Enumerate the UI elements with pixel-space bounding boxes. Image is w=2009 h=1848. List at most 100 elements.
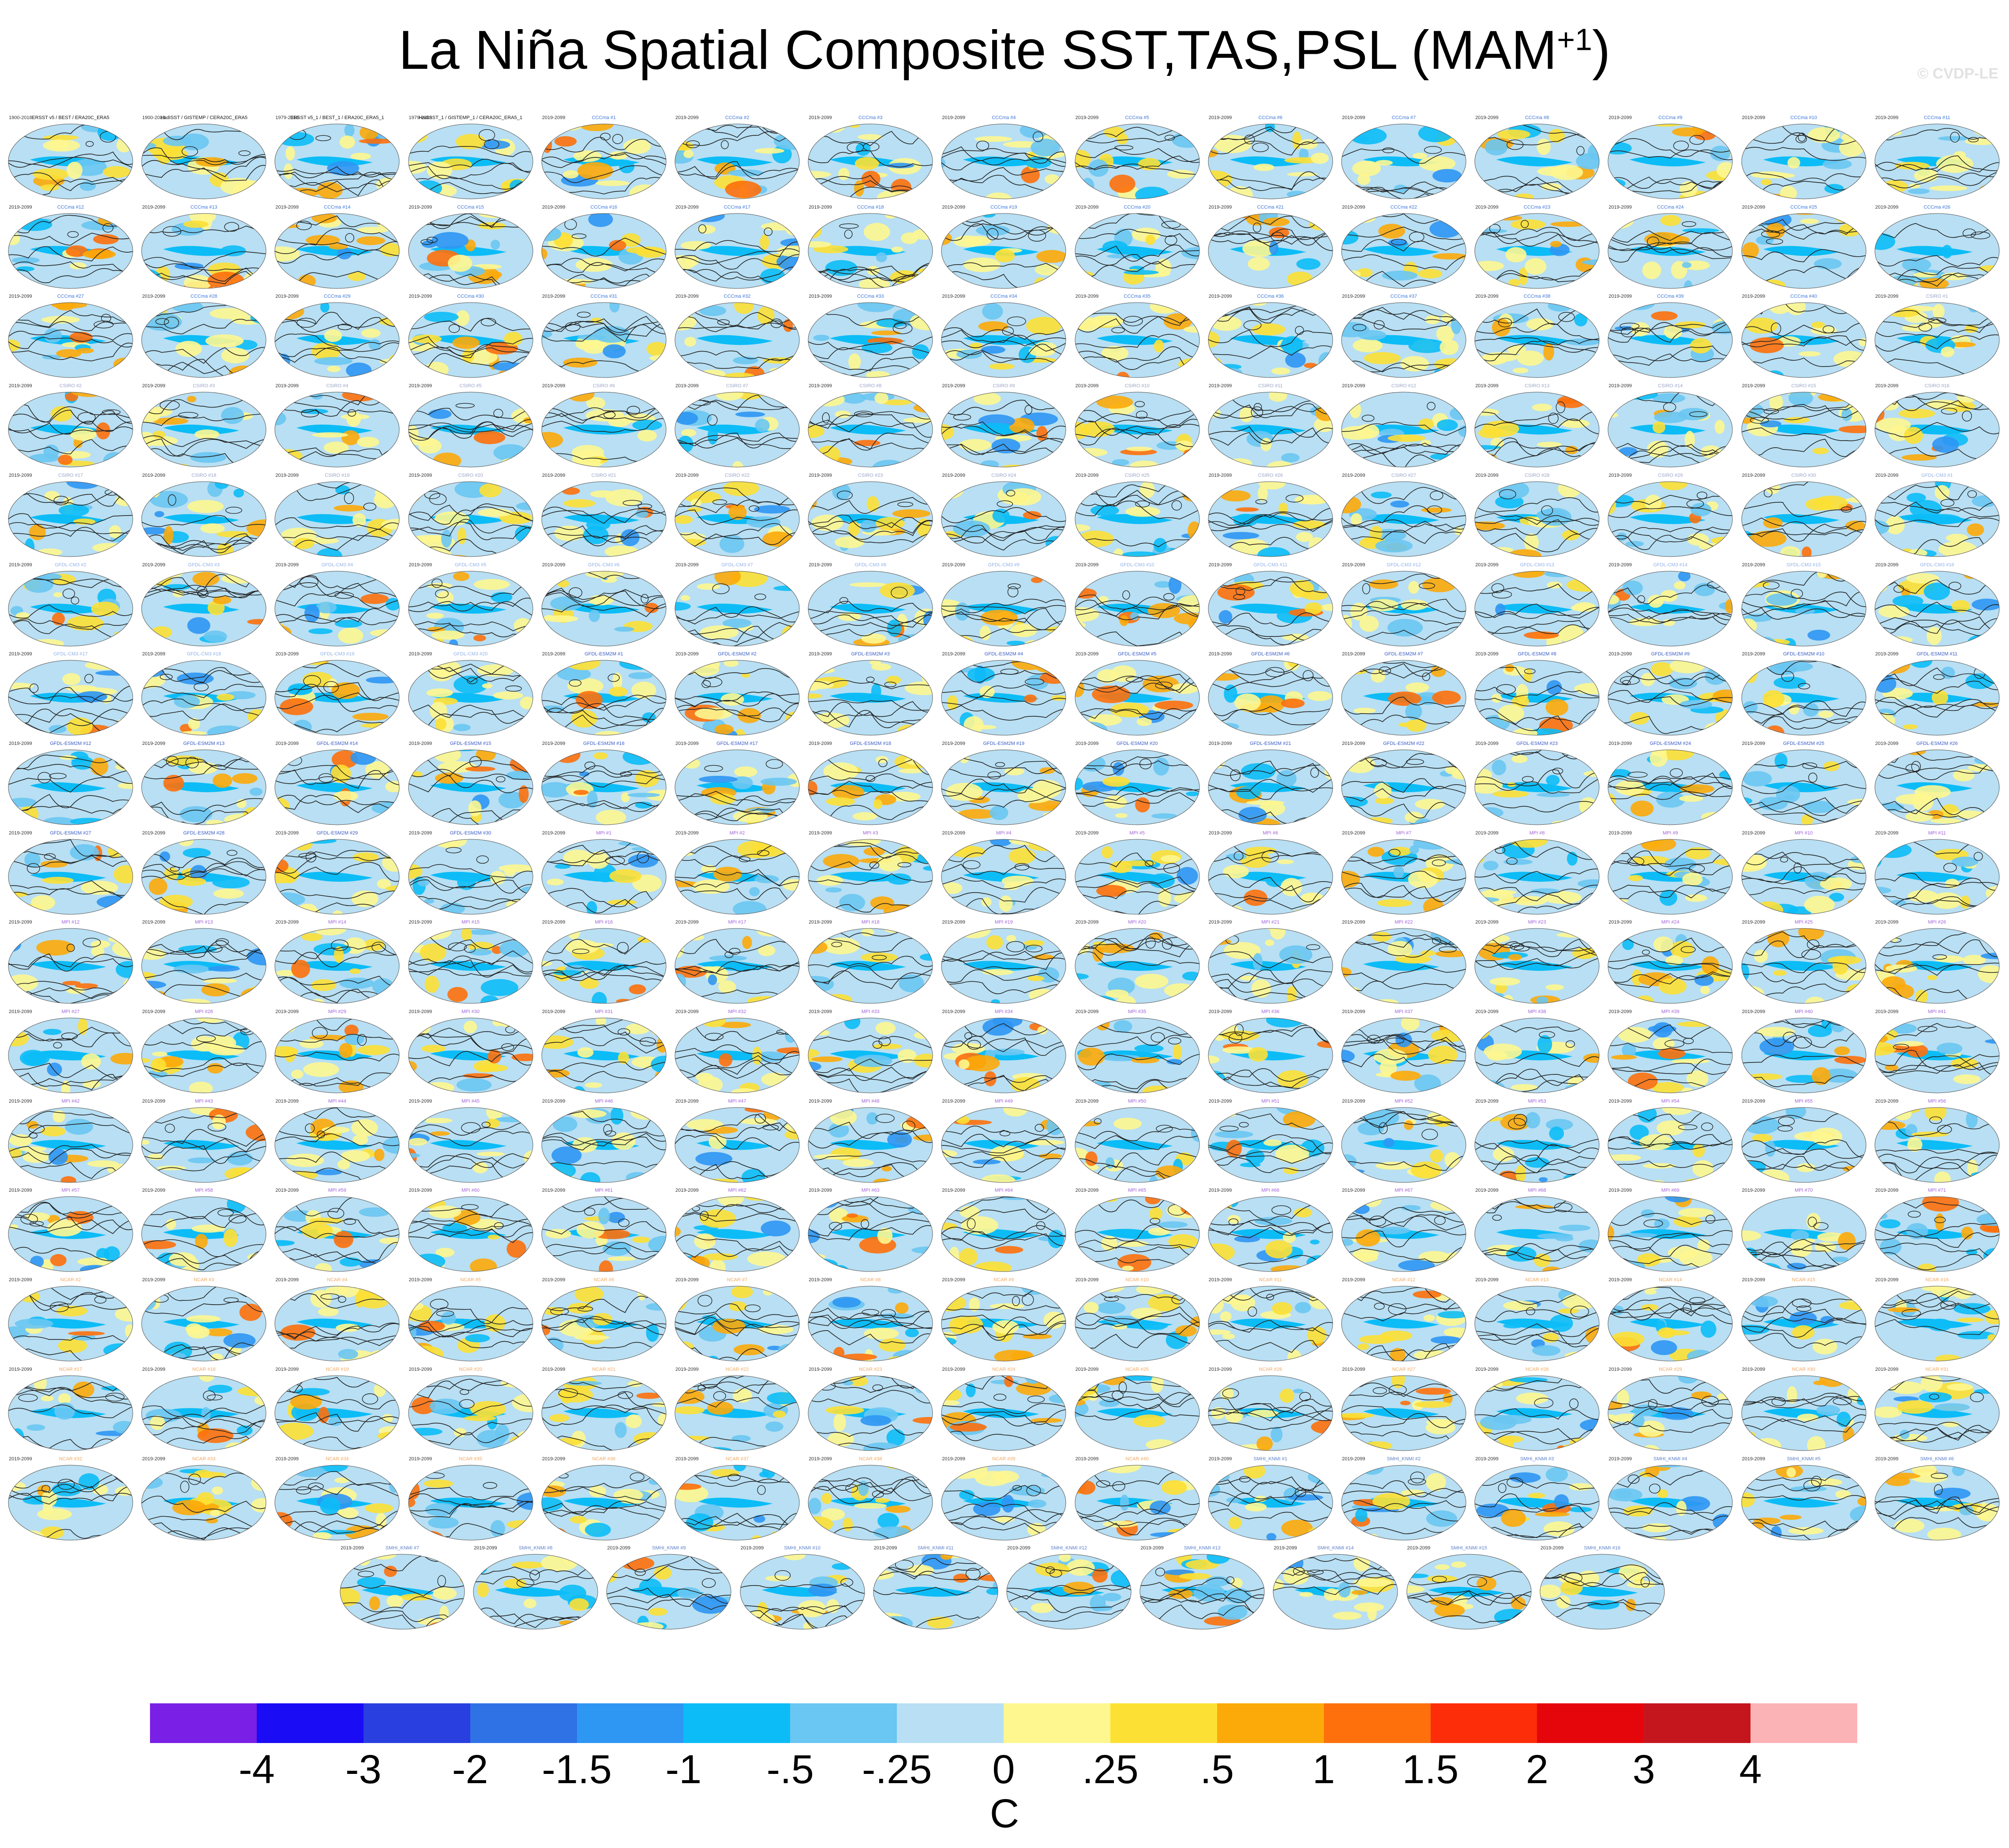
panel-title: CSIRO #22 [724,472,750,478]
globe-map [1741,660,1867,736]
globe-map [1075,1196,1200,1272]
panel-period: 2019-2099 [809,1277,832,1283]
panel-title: NCAR #4 [327,1277,348,1283]
panel-title: GFDL-CM3 #9 [988,562,1020,568]
globe-map [1075,839,1200,915]
composite-panel: 2019-2099 GFDL-ESM2M #11 [1874,651,2001,737]
globe-map [808,123,933,199]
panel-title: NCAR #19 [326,1366,349,1372]
globe-map [1208,481,1333,557]
panel-title: MPI #30 [461,1009,480,1014]
panel-header: 2019-2099 GFDL-ESM2M #11 [1874,651,2001,659]
globe-map [274,481,400,557]
panel-header: 2019-2099 MPI #44 [274,1098,401,1106]
panel-title: CCCma #16 [590,204,618,210]
composite-panel: 2019-2099 GFDL-CM3 #10 [1074,562,1201,647]
panel-header: 2019-2099 CCCma #21 [1207,204,1334,212]
globe-map [1608,302,1733,378]
globe-map [1208,1286,1333,1362]
panel-header: 2019-2099 SMHI_KNMI #6 [1874,1456,2001,1464]
composite-panel: 2019-2099 MPI #23 [1473,919,1600,1005]
composite-panel: 2019-2099 CSIRO #22 [674,472,801,558]
composite-panel: 2019-2099 CCCma #25 [1740,204,1867,290]
panel-header: 2019-2099 GFDL-ESM2M #14 [274,741,401,748]
globe-map [675,1465,800,1540]
composite-panel: 2019-2099 MPI #16 [540,919,667,1005]
globe-map [1874,302,2000,378]
globe-map [941,1375,1066,1451]
globe-map [1075,749,1200,825]
panel-title: GFDL-ESM2M #15 [450,741,491,746]
panel-period: 2019-2099 [1475,562,1499,568]
panel-header: 2019-2099 CSIRO #10 [1074,383,1201,391]
panel-title: SMHI_KNMI #6 [1920,1456,1954,1462]
composite-panel: 2019-2099 MPI #5 [1074,830,1201,916]
globe-map [1273,1554,1398,1630]
panel-title: CSIRO #18 [191,472,217,478]
panel-period: 2019-2099 [1742,741,1765,746]
composite-panel: 2019-2099 CSIRO #8 [807,383,934,468]
panel-header: 2019-2099 NCAR #23 [807,1366,934,1374]
panel-header: 2019-2099 NCAR #34 [274,1456,401,1464]
globe-map [1540,1554,1665,1630]
globe-map [606,1554,731,1630]
panel-period: 2019-2099 [675,1009,699,1014]
globe-map [141,1196,266,1272]
panel-title: NCAR #6 [593,1277,615,1283]
panel-header: 1900-2018 ERSST v5 / BEST / ERA20C_ERA5 [7,115,134,123]
globe-map [1608,571,1733,646]
panel-header: 2019-2099 NCAR #8 [807,1277,934,1285]
panel-period: 2019-2099 [542,1366,566,1372]
globe-map [1075,302,1200,378]
panel-title: MPI #11 [1928,830,1946,836]
globe-map [941,392,1066,468]
panel-period: 2019-2099 [1742,204,1765,210]
panel-title: GFDL-ESM2M #13 [183,741,225,746]
composite-panel: 2019-2099 CCCma #37 [1340,293,1467,379]
panel-title: NCAR #23 [858,1366,882,1372]
panel-header: 2019-2099 GFDL-CM3 #18 [140,651,267,659]
composite-panel: 2019-2099 NCAR #17 [7,1366,134,1452]
panel-header: 2019-2099 MPI #40 [1740,1009,1867,1017]
panel-header: 2019-2099 GFDL-ESM2M #23 [1473,741,1600,748]
panel-title: CCCma #24 [1657,204,1684,210]
composite-panel: 2019-2099 NCAR #29 [1607,1366,1734,1452]
colorbar-swatch [790,1703,897,1743]
globe-map [1075,928,1200,1004]
panel-period: 2019-2099 [809,294,832,299]
panel-title: NCAR #12 [1392,1277,1416,1283]
globe-map [541,1465,667,1540]
panel-title: GFDL-ESM2M #29 [316,830,358,836]
panel-period: 2019-2099 [1075,204,1099,210]
panel-header: 2019-2099 CSIRO #1 [1874,293,2001,301]
panel-period: 2019-2099 [1608,1188,1632,1193]
panel-header: 2019-2099 CCCma #36 [1207,293,1334,301]
panel-header: 2019-2099 GFDL-CM3 #6 [540,562,667,570]
globe-map [808,1375,933,1451]
panel-header: 2019-2099 CCCma #16 [540,204,667,212]
composite-panel: 2019-2099 NCAR #15 [1740,1277,1867,1362]
panel-title: MPI #62 [728,1188,746,1193]
globe-map [141,1465,266,1540]
panel-header: 2019-2099 MPI #68 [1473,1187,1600,1195]
panel-header: 2019-2099 GFDL-CM3 #3 [140,562,267,570]
globe-map [808,1286,933,1362]
composite-panel: 2019-2099 CSIRO #24 [940,472,1067,558]
panel-period: 2019-2099 [9,1366,32,1372]
panel-header: 2019-2099 NCAR #19 [274,1366,401,1374]
composite-panel: 2019-2099 NCAR #22 [674,1366,801,1452]
panel-period: 2019-2099 [1208,741,1232,746]
panel-header: 2019-2099 MPI #7 [1340,830,1467,838]
composite-panel: 2019-2099 CSIRO #28 [1473,472,1600,558]
composite-panel: 2019-2099 MPI #48 [807,1098,934,1184]
globe-map [1474,928,1600,1004]
panel-period: 2019-2099 [1875,562,1899,568]
panel-title: CSIRO #19 [325,472,350,478]
composite-panel: 2019-2099 CCCma #34 [940,293,1067,379]
panel-title: MPI #43 [195,1098,213,1104]
panel-header: 2019-2099 GFDL-CM3 #1 [1874,472,2001,480]
panel-header: 2019-2099 CCCma #40 [1740,293,1867,301]
panel-header: 2019-2099 GFDL-ESM2M #18 [807,741,934,748]
panel-title: CCCma #30 [457,294,484,299]
composite-panel: 2019-2099 SMHI_KNMI #2 [1340,1456,1467,1541]
